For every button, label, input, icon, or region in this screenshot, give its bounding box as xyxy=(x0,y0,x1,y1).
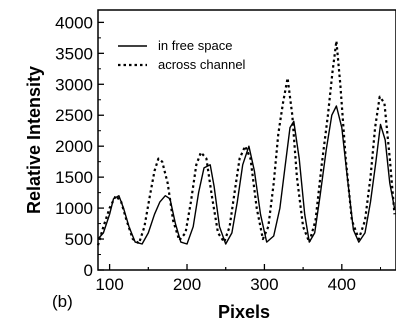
y-tick-label: 3500 xyxy=(55,44,93,63)
y-tick-label: 1000 xyxy=(55,199,93,218)
y-axis-title: Relative Intensity xyxy=(24,66,44,214)
x-tick-label: 100 xyxy=(95,275,123,294)
y-tick-label: 4000 xyxy=(55,13,93,32)
x-tick-label: 200 xyxy=(173,275,201,294)
series-line-across-channel xyxy=(96,39,396,246)
plot-frame xyxy=(97,9,396,271)
series-line-in-free-space xyxy=(97,105,396,245)
legend-label-across-channel: across channel xyxy=(158,57,246,72)
y-tick-label: 0 xyxy=(84,261,93,280)
legend: in free space across channel xyxy=(118,38,246,72)
y-tick-label: 1500 xyxy=(55,168,93,187)
y-tick-label: 500 xyxy=(65,230,93,249)
x-tick-label: 300 xyxy=(250,275,278,294)
y-tick-label: 3000 xyxy=(55,75,93,94)
y-tick-label: 2000 xyxy=(55,137,93,156)
panel-label: (b) xyxy=(52,292,73,311)
legend-label-in-free-space: in free space xyxy=(158,38,232,53)
x-axis-title: Pixels xyxy=(218,302,270,322)
y-tick-label: 2500 xyxy=(55,106,93,125)
x-tick-label: 400 xyxy=(328,275,356,294)
